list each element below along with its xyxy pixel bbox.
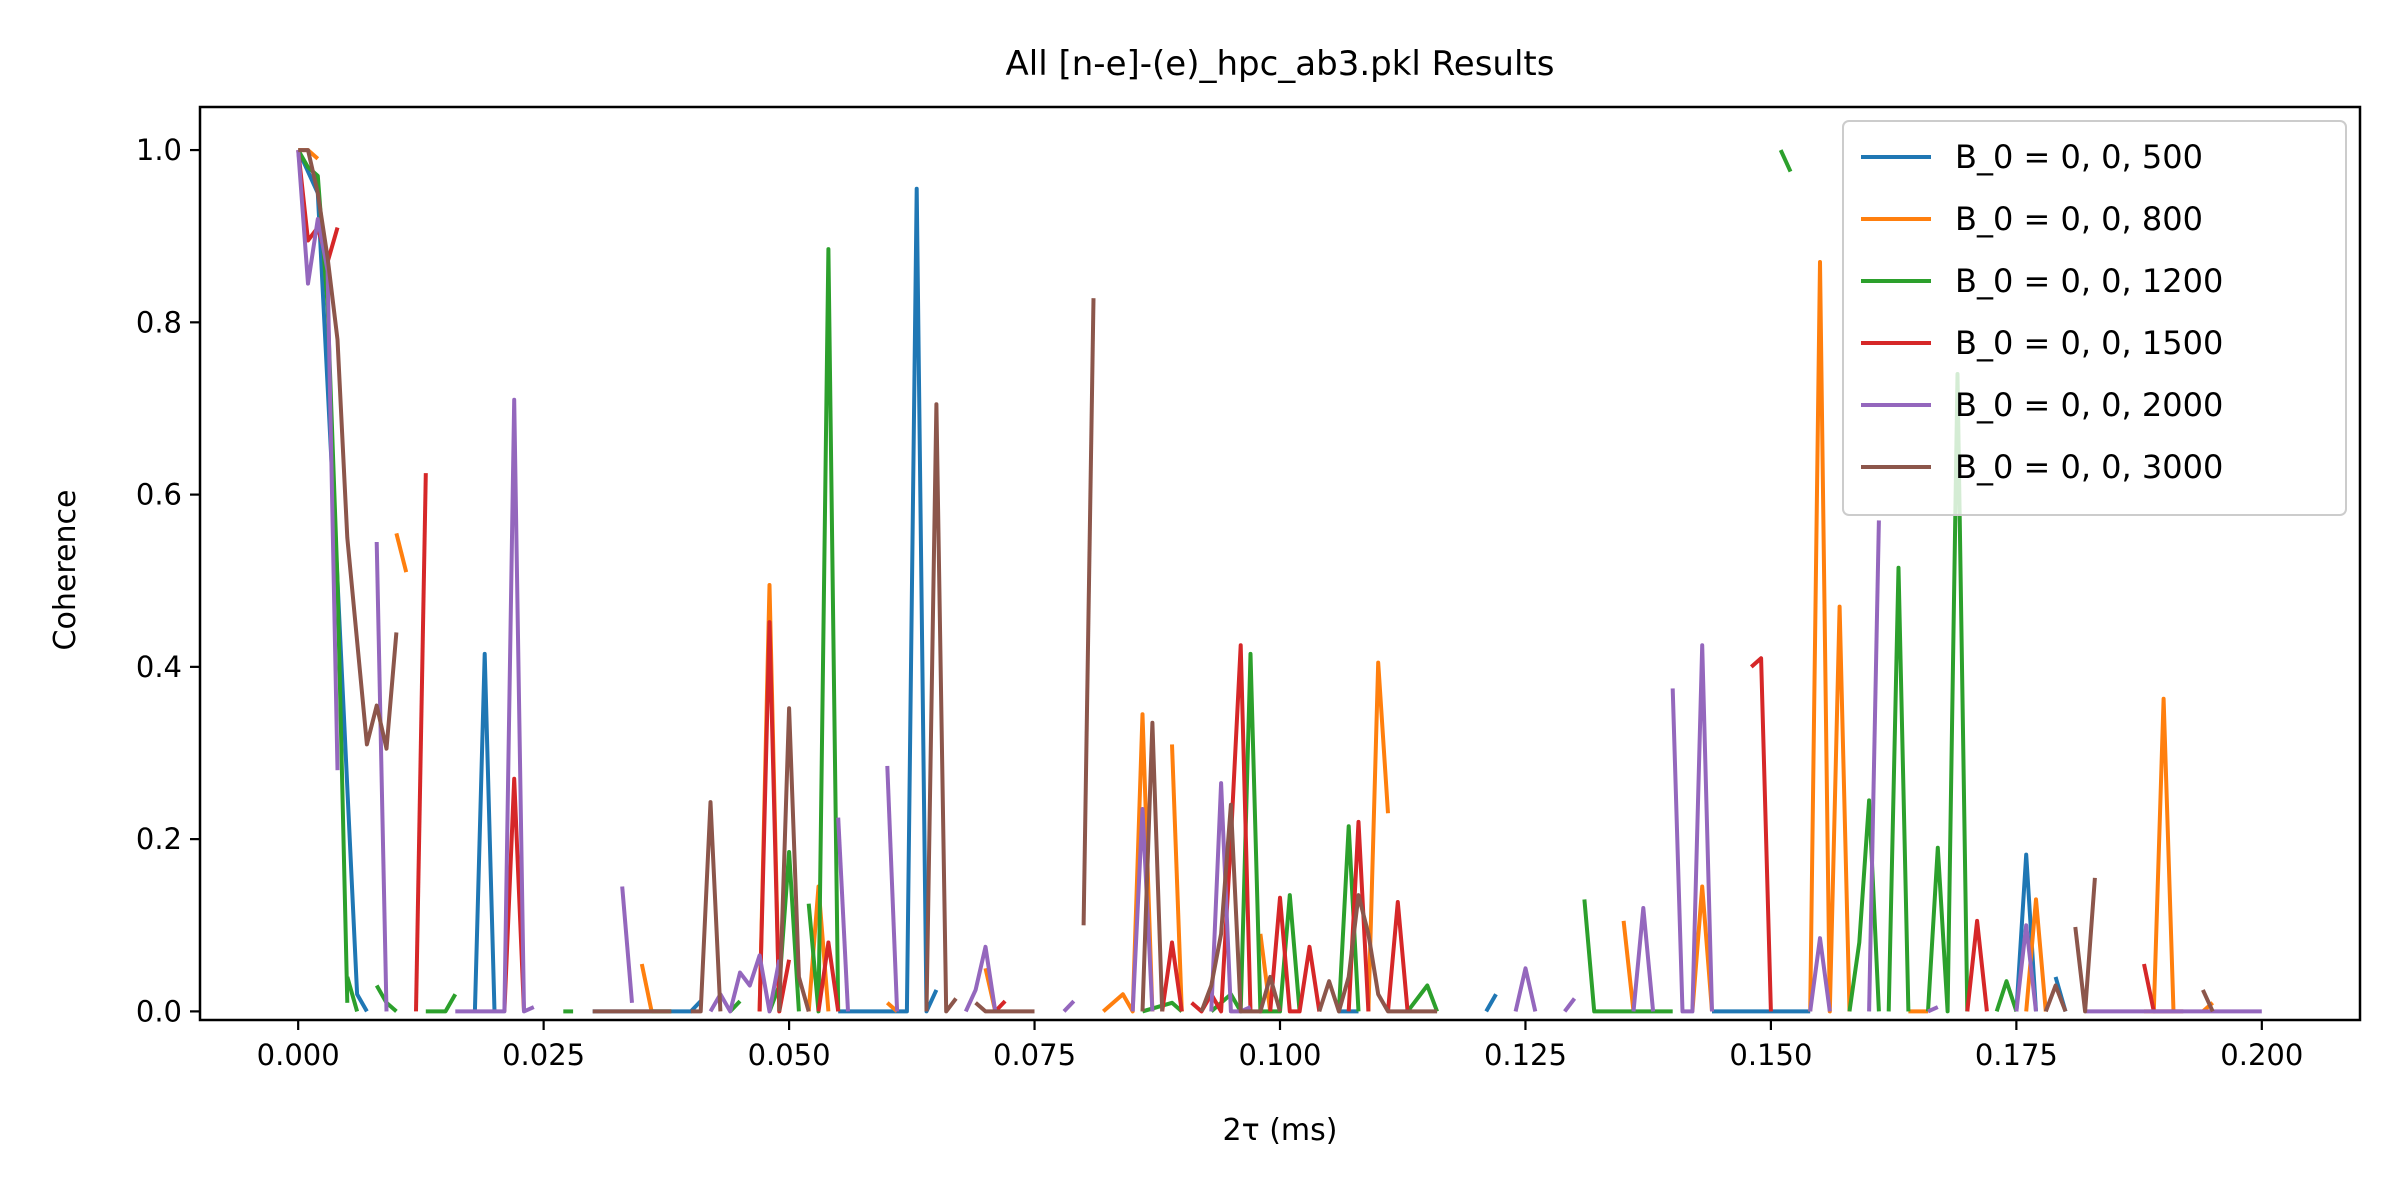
series-line-segment: [1130, 807, 1155, 1012]
legend: B_0 = 0, 0, 500 B_0 = 0, 0, 800 B_0 = 0, 0…: [1842, 120, 2347, 516]
y-tick-label: 0.6: [136, 478, 182, 512]
series-line-segment: [885, 765, 900, 1012]
series-line-segment: [1406, 983, 1439, 1013]
series-line-segment: [836, 817, 850, 1012]
series-line-segment: [1258, 933, 1273, 1012]
series-line-segment: [1778, 149, 1793, 173]
series-line-segment: [425, 993, 458, 1014]
series-line-segment: [2014, 923, 2038, 1012]
series-line-segment: [1926, 372, 1970, 1014]
series-line-segment: [1336, 824, 1361, 1012]
x-axis: 0.000 0.025 0.050 0.075 0.100 0.125 0.150 0.175…: [257, 1020, 2303, 1072]
legend-label: B_0 = 0, 0, 800: [1955, 200, 2203, 238]
series-line-segment: [1965, 918, 1989, 1012]
series-line-segment: [1140, 720, 1165, 1012]
x-tick-label: 0.175: [1975, 1038, 2058, 1072]
y-tick-label: 0.4: [136, 650, 182, 684]
y-tick-label: 1.0: [136, 133, 182, 167]
series-line-segment: [1062, 999, 1076, 1013]
legend-label: B_0 = 0, 0, 3000: [1955, 448, 2223, 486]
series-line-segment: [639, 963, 654, 1012]
series-line-segment: [1199, 802, 1282, 1014]
x-tick-label: 0.150: [1729, 1038, 1812, 1072]
series-line-segment: [974, 1001, 1035, 1014]
x-tick-label: 0.000: [257, 1038, 340, 1072]
series-line-segment: [455, 397, 535, 1014]
series-line-segment: [1268, 895, 1322, 1014]
x-tick-label: 0.050: [748, 1038, 831, 1072]
x-tick-label: 0.125: [1484, 1038, 1567, 1072]
y-tick-label: 0.0: [136, 994, 182, 1028]
series-4: [296, 149, 2262, 1014]
series-line-segment: [1386, 900, 1410, 1012]
series-line-segment: [2043, 983, 2068, 1013]
series-line-segment: [777, 706, 811, 1012]
series-line-segment: [924, 402, 958, 1014]
series-line-segment: [1670, 643, 1714, 1014]
series-line-segment: [296, 149, 340, 771]
x-tick-label: 0.200: [2220, 1038, 2303, 1072]
series-line-segment: [1317, 893, 1438, 1014]
x-tick-label: 0.025: [502, 1038, 585, 1072]
series-line-segment: [1927, 1005, 1939, 1014]
y-axis: 0.0 0.2 0.4 0.6 0.8 1.0: [136, 133, 200, 1028]
series-line-segment: [1994, 979, 2019, 1013]
series-line-segment: [374, 541, 389, 1012]
series-line-segment: [1886, 565, 1911, 1012]
legend-label: B_0 = 0, 0, 2000: [1955, 386, 2223, 424]
series-line-segment: [1867, 520, 1881, 1012]
series-line-segment: [1621, 920, 1636, 1012]
x-axis-label: 2τ (ms): [1223, 1113, 1338, 1148]
series-line-segment: [1563, 997, 1577, 1013]
series-line-segment: [472, 651, 497, 1012]
series-line-segment: [1160, 940, 1184, 1012]
series-line-segment: [1749, 656, 1773, 1012]
legend-label: B_0 = 0, 0, 500: [1955, 138, 2203, 176]
legend-label: B_0 = 0, 0, 1500: [1955, 324, 2223, 362]
series-line-segment: [1690, 884, 1714, 1012]
legend-box: [1842, 120, 2347, 516]
series-line-segment: [1847, 798, 1881, 1012]
series-line-segment: [1366, 660, 1390, 1012]
series-line-segment: [345, 976, 360, 1012]
series-line-segment: [1631, 906, 1656, 1012]
series-line-segment: [708, 953, 782, 1014]
series-line-segment: [414, 473, 428, 1012]
y-tick-label: 0.2: [136, 822, 182, 856]
series-line-segment: [2073, 877, 2097, 1014]
y-tick-label: 0.8: [136, 305, 182, 339]
series-line-segment: [2201, 989, 2215, 1013]
series-line-segment: [1513, 966, 1538, 1012]
x-tick-label: 0.075: [993, 1038, 1076, 1072]
series-line-segment: [963, 944, 998, 1013]
series-line-segment: [690, 800, 723, 1014]
series-line-segment: [1582, 899, 1673, 1014]
y-axis-label: Coherence: [48, 490, 83, 651]
series-line-segment: [620, 886, 634, 1003]
series-line-segment: [502, 776, 526, 1012]
series-layer: [296, 148, 2262, 1014]
series-line-segment: [298, 148, 399, 751]
series-line-segment: [1170, 744, 1184, 1012]
series-line-segment: [1209, 651, 1302, 1014]
series-line-segment: [1808, 936, 1832, 1012]
series-line-segment: [2024, 897, 2048, 1012]
legend-label: B_0 = 0, 0, 1200: [1955, 262, 2223, 300]
series-line-segment: [816, 940, 841, 1012]
series-line-segment: [394, 532, 409, 573]
series-line-segment: [757, 620, 792, 1014]
series-line-segment: [1081, 298, 1096, 926]
chart-title: All [n-e]-(e)_hpc_ab3.pkl Results: [1006, 44, 1555, 84]
x-tick-label: 0.100: [1238, 1038, 1321, 1072]
series-5: [298, 148, 2215, 1014]
series-line-segment: [806, 247, 841, 1014]
series-line-segment: [838, 186, 939, 1014]
series-line-segment: [1484, 993, 1498, 1013]
